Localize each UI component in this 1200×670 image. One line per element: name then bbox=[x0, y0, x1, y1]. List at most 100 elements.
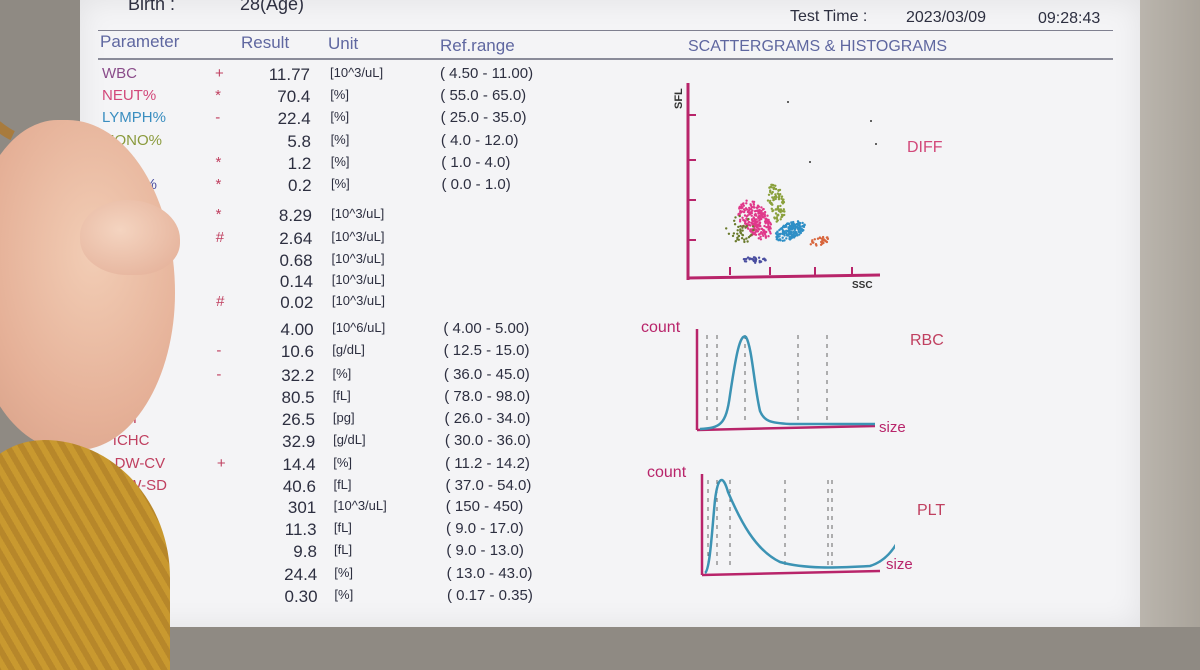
diff-cell-dot bbox=[800, 229, 803, 232]
diff-cell-dot bbox=[770, 207, 773, 210]
plt-x-label: size bbox=[886, 556, 913, 573]
unit-value: [10^3/uL] bbox=[331, 293, 386, 308]
diff-cell-dot bbox=[749, 224, 752, 227]
diff-cell-dot bbox=[814, 243, 818, 246]
diff-cell-dot bbox=[783, 210, 786, 213]
diff-cell-dot bbox=[797, 221, 800, 224]
diff-cell-dot bbox=[741, 234, 745, 237]
diff-cell-dot bbox=[754, 233, 758, 236]
diff-cell-dot bbox=[776, 230, 779, 233]
test-time: 09:28:43 bbox=[1038, 10, 1101, 27]
reference-range: ( 37.0 - 54.0) bbox=[445, 477, 532, 494]
reference-range: ( 13.0 - 43.0) bbox=[446, 565, 533, 582]
diff-cell-dot bbox=[750, 210, 753, 214]
diff-cell-dot bbox=[758, 208, 761, 212]
diff-cell-dot bbox=[802, 225, 805, 228]
diff-cell-dot bbox=[776, 219, 779, 222]
unit-value: [10^3/uL] bbox=[333, 498, 387, 513]
diff-cell-dot bbox=[797, 228, 800, 231]
diff-cell-dot bbox=[767, 223, 770, 227]
diff-cell-dot bbox=[777, 196, 781, 200]
diff-cell-dot bbox=[769, 221, 772, 225]
diff-cell-dot bbox=[760, 227, 763, 230]
flag-marker: + bbox=[215, 65, 224, 82]
diff-title: DIFF bbox=[907, 139, 943, 156]
diff-cell-dot bbox=[809, 243, 812, 246]
diff-cell-dot bbox=[778, 235, 781, 238]
flag-marker: # bbox=[216, 293, 225, 310]
col-graphs: SCATTERGRAMS & HISTOGRAMS bbox=[688, 38, 947, 55]
reference-range: ( 9.0 - 13.0) bbox=[446, 542, 524, 559]
diff-cell-dot bbox=[740, 237, 744, 240]
diff-cell-dot bbox=[793, 236, 796, 239]
diff-cell-dot bbox=[779, 218, 782, 221]
diff-cell-dot bbox=[739, 231, 742, 234]
result-value: 26.5 bbox=[281, 410, 315, 429]
diff-cell-dot bbox=[764, 258, 767, 261]
diff-cell-dot bbox=[744, 226, 747, 229]
diff-cell-dot bbox=[739, 225, 742, 228]
result-value: 80.5 bbox=[281, 388, 315, 407]
unit-value: [10^3/uL] bbox=[331, 251, 385, 266]
unit-value: [%] bbox=[330, 176, 350, 191]
diff-cell-dot bbox=[745, 237, 748, 240]
diff-cell-dot bbox=[755, 218, 758, 221]
reference-range: ( 78.0 - 98.0) bbox=[444, 388, 531, 405]
diff-cell-dot bbox=[754, 261, 757, 264]
diff-cell-dot bbox=[739, 218, 742, 221]
col-unit: Unit bbox=[328, 34, 359, 53]
diff-cell-dot bbox=[783, 231, 786, 235]
result-value: 2.64 bbox=[279, 229, 313, 248]
diff-cell-dot bbox=[742, 218, 745, 222]
reference-range: ( 4.00 - 5.00) bbox=[443, 320, 530, 337]
diff-cell-dot bbox=[725, 227, 728, 230]
diff-cell-dot bbox=[774, 184, 777, 187]
diff-cell-dot bbox=[768, 201, 772, 204]
diff-scattergram: SFL SSC bbox=[673, 83, 881, 291]
diff-cell-dot bbox=[751, 225, 755, 228]
diff-cell-dot bbox=[811, 239, 814, 242]
diff-cell-dot bbox=[738, 214, 741, 218]
diff-cell-dot bbox=[752, 232, 755, 235]
diff-cell-dot bbox=[745, 257, 748, 261]
diff-cell-dot bbox=[739, 228, 742, 231]
diff-cell-dot bbox=[800, 227, 803, 230]
diff-cell-dot bbox=[750, 207, 753, 211]
result-value: 1.2 bbox=[287, 154, 312, 173]
diff-cell-dot bbox=[824, 240, 827, 243]
diff-cell-dot bbox=[791, 224, 794, 227]
reference-range: ( 0.0 - 1.0) bbox=[441, 176, 511, 193]
plt-x-axis bbox=[701, 569, 881, 577]
diff-cell-dot bbox=[743, 209, 746, 212]
diff-cell-dot bbox=[809, 161, 811, 163]
diff-cell-dot bbox=[741, 229, 744, 232]
diff-cell-dot bbox=[734, 240, 737, 243]
diff-cell-dot bbox=[773, 195, 776, 199]
diff-cell-dot bbox=[745, 215, 748, 218]
diff-cell-dot bbox=[875, 143, 877, 145]
result-value: 22.4 bbox=[277, 109, 311, 128]
diff-cell-dot bbox=[785, 233, 789, 236]
result-value: 0.68 bbox=[279, 251, 313, 270]
diff-cell-dot bbox=[775, 233, 778, 236]
diff-cell-dot bbox=[758, 216, 761, 219]
diff-cell-dot bbox=[760, 206, 763, 209]
diff-cell-dot bbox=[761, 232, 764, 236]
result-value: 4.00 bbox=[280, 320, 314, 339]
diff-cell-dot bbox=[792, 230, 795, 233]
diff-cell-dot bbox=[745, 208, 749, 211]
col-parameter: Parameter bbox=[100, 32, 180, 51]
plt-curve bbox=[703, 479, 895, 575]
diff-cell-dot bbox=[771, 209, 774, 213]
diff-cell-dot bbox=[743, 260, 747, 263]
parameter-name: LYMPH% bbox=[102, 109, 166, 126]
diff-cell-dot bbox=[770, 192, 773, 195]
diff-cell-dot bbox=[763, 229, 766, 232]
diff-cell-dot bbox=[781, 228, 784, 231]
diff-cell-dot bbox=[727, 232, 731, 235]
diff-cell-dot bbox=[781, 239, 784, 242]
reference-range: ( 1.0 - 4.0) bbox=[441, 154, 511, 171]
diff-cell-dot bbox=[767, 235, 770, 238]
diff-cell-dot bbox=[746, 210, 750, 214]
diff-cell-dot bbox=[782, 208, 785, 211]
